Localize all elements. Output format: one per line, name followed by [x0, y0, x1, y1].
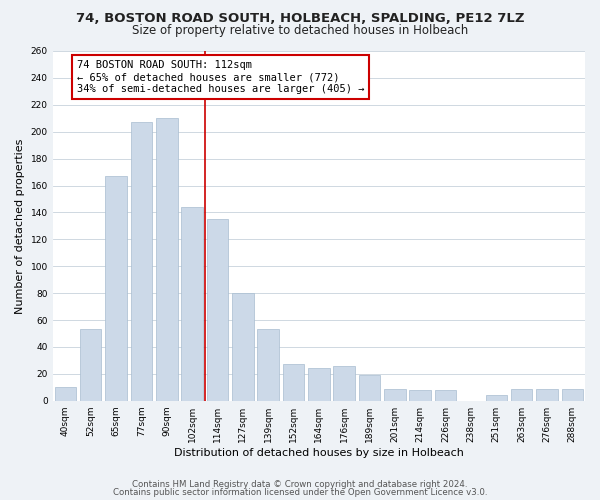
- Bar: [131, 122, 152, 400]
- Bar: [232, 293, 254, 401]
- Bar: [80, 330, 101, 400]
- Bar: [511, 388, 532, 400]
- Bar: [485, 396, 507, 400]
- Bar: [384, 388, 406, 400]
- Bar: [409, 390, 431, 400]
- Bar: [359, 375, 380, 400]
- Y-axis label: Number of detached properties: Number of detached properties: [15, 138, 25, 314]
- Bar: [55, 388, 76, 400]
- Bar: [536, 388, 558, 400]
- Bar: [181, 207, 203, 400]
- Bar: [308, 368, 329, 400]
- Bar: [206, 219, 228, 400]
- Bar: [283, 364, 304, 400]
- Text: Contains public sector information licensed under the Open Government Licence v3: Contains public sector information licen…: [113, 488, 487, 497]
- Bar: [435, 390, 457, 400]
- Bar: [156, 118, 178, 400]
- Bar: [562, 388, 583, 400]
- Bar: [105, 176, 127, 400]
- X-axis label: Distribution of detached houses by size in Holbeach: Distribution of detached houses by size …: [174, 448, 464, 458]
- Text: Contains HM Land Registry data © Crown copyright and database right 2024.: Contains HM Land Registry data © Crown c…: [132, 480, 468, 489]
- Text: 74 BOSTON ROAD SOUTH: 112sqm
← 65% of detached houses are smaller (772)
34% of s: 74 BOSTON ROAD SOUTH: 112sqm ← 65% of de…: [77, 60, 364, 94]
- Bar: [257, 330, 279, 400]
- Text: 74, BOSTON ROAD SOUTH, HOLBEACH, SPALDING, PE12 7LZ: 74, BOSTON ROAD SOUTH, HOLBEACH, SPALDIN…: [76, 12, 524, 26]
- Text: Size of property relative to detached houses in Holbeach: Size of property relative to detached ho…: [132, 24, 468, 37]
- Bar: [334, 366, 355, 400]
